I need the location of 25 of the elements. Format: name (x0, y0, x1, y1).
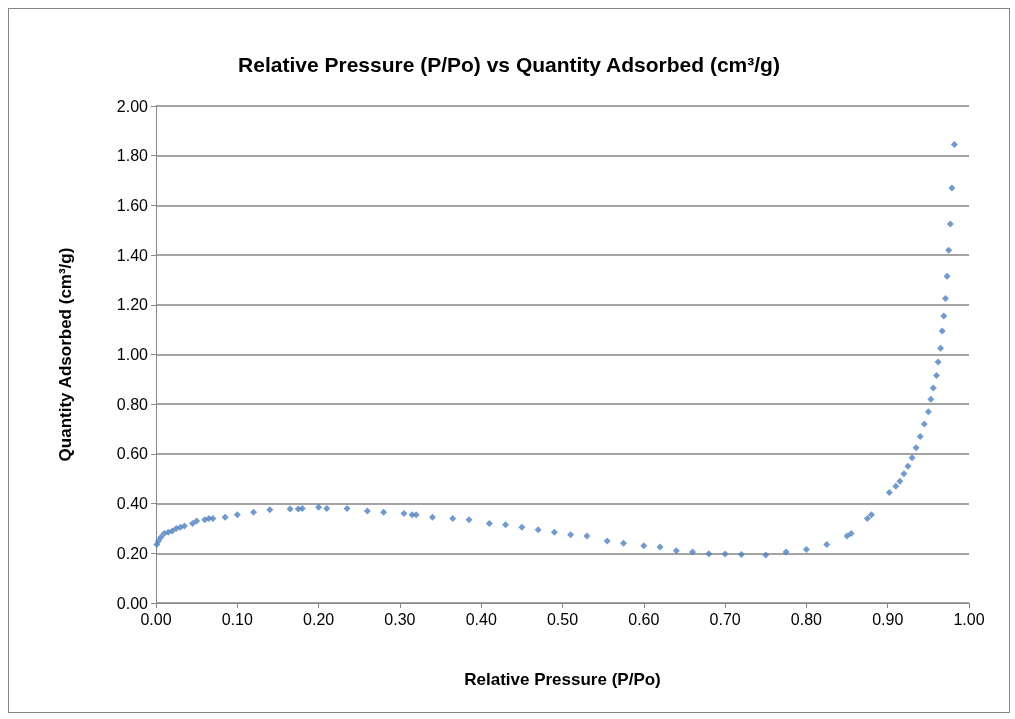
y-tick-label: 0.60 (116, 445, 149, 463)
x-tick-label: 0.50 (546, 610, 579, 628)
y-tick-label: 0.20 (116, 544, 149, 562)
y-tick-label: 2.00 (116, 97, 149, 115)
y-tick-label: 1.20 (116, 296, 149, 314)
y-tick-label: 1.40 (116, 246, 149, 264)
chart-title: Relative Pressure (P/Po) vs Quantity Adsorbed (cm³/g) (238, 53, 780, 76)
y-axis-title: Quantity Adsorbed (cm³/g) (56, 247, 75, 462)
y-tick-label: 1.00 (116, 346, 149, 363)
y-tick-label: 0.00 (116, 594, 149, 612)
y-tick-label: 0.80 (116, 395, 149, 413)
x-tick-label: 0.10 (221, 610, 253, 628)
x-tick-label: 0.70 (709, 610, 741, 628)
y-tick-label: 1.60 (116, 196, 149, 214)
x-tick-label: 0.40 (465, 610, 497, 628)
x-tick-label: 0.80 (790, 610, 823, 628)
x-tick-label: 1.00 (953, 610, 985, 628)
x-tick-label: 0.60 (628, 610, 660, 628)
x-tick-label: 0.30 (384, 610, 416, 628)
y-tick-label: 1.80 (116, 147, 149, 165)
x-tick-label: 0.20 (303, 610, 335, 628)
y-tick-label: 0.40 (116, 495, 149, 513)
x-tick-label: 0.00 (140, 610, 172, 628)
x-tick-label: 0.90 (872, 610, 904, 628)
x-axis-title: Relative Pressure (P/Po) (464, 670, 661, 689)
